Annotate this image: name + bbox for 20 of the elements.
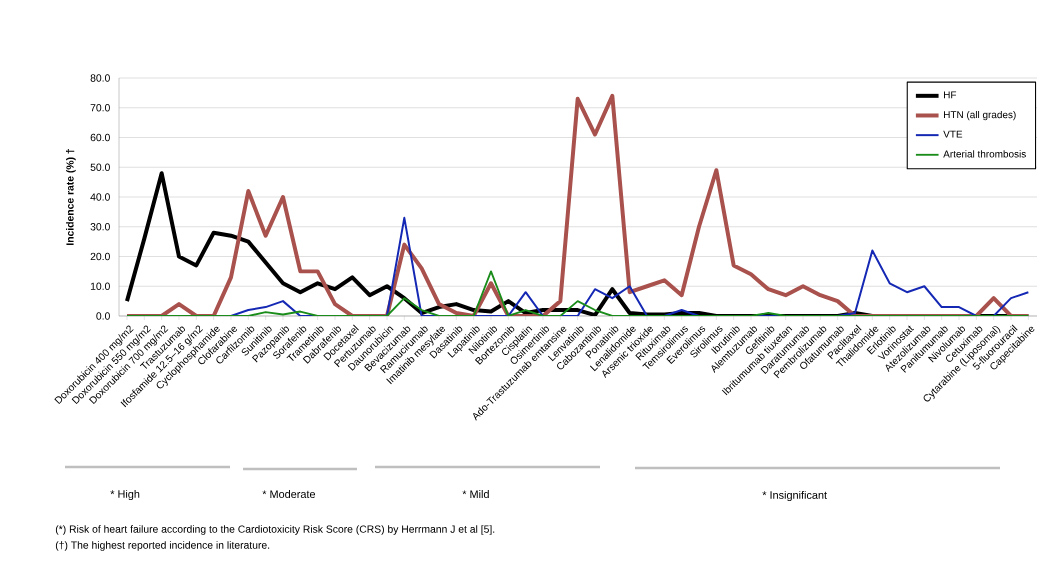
y-tick-label: 30.0: [90, 223, 110, 231]
y-tick-label: 20.0: [90, 252, 110, 261]
legend-label: HTN (all grades): [944, 110, 1016, 121]
legend-label: HF: [944, 91, 957, 99]
text: * Mild: [462, 490, 489, 498]
y-tick-label: 10.0: [90, 282, 110, 290]
text: * High: [110, 489, 140, 501]
y-tick-label: 0.0: [96, 312, 110, 320]
y-tick-label: 60.0: [90, 133, 110, 142]
legend-label: Arterial thrombosis: [943, 150, 1026, 158]
text: (†) The highest reported incidence in literature.: [55, 541, 270, 551]
legend-label: VTE: [943, 130, 963, 138]
text: * Insignificant: [762, 490, 827, 502]
y-tick-label: 50.0: [90, 163, 110, 171]
y-tick-label: 40.0: [90, 193, 110, 201]
y-axis-title: Incidence rate (%) †: [66, 149, 76, 245]
text: * Moderate: [262, 490, 316, 498]
text: (*) Risk of heart failure according to the Cardiotoxicity Risk Score (CRS) by Herrmann J et al [5].: [55, 525, 495, 535]
y-tick-label: 80.0: [90, 74, 110, 82]
y-tick-label: 70.0: [90, 104, 110, 112]
